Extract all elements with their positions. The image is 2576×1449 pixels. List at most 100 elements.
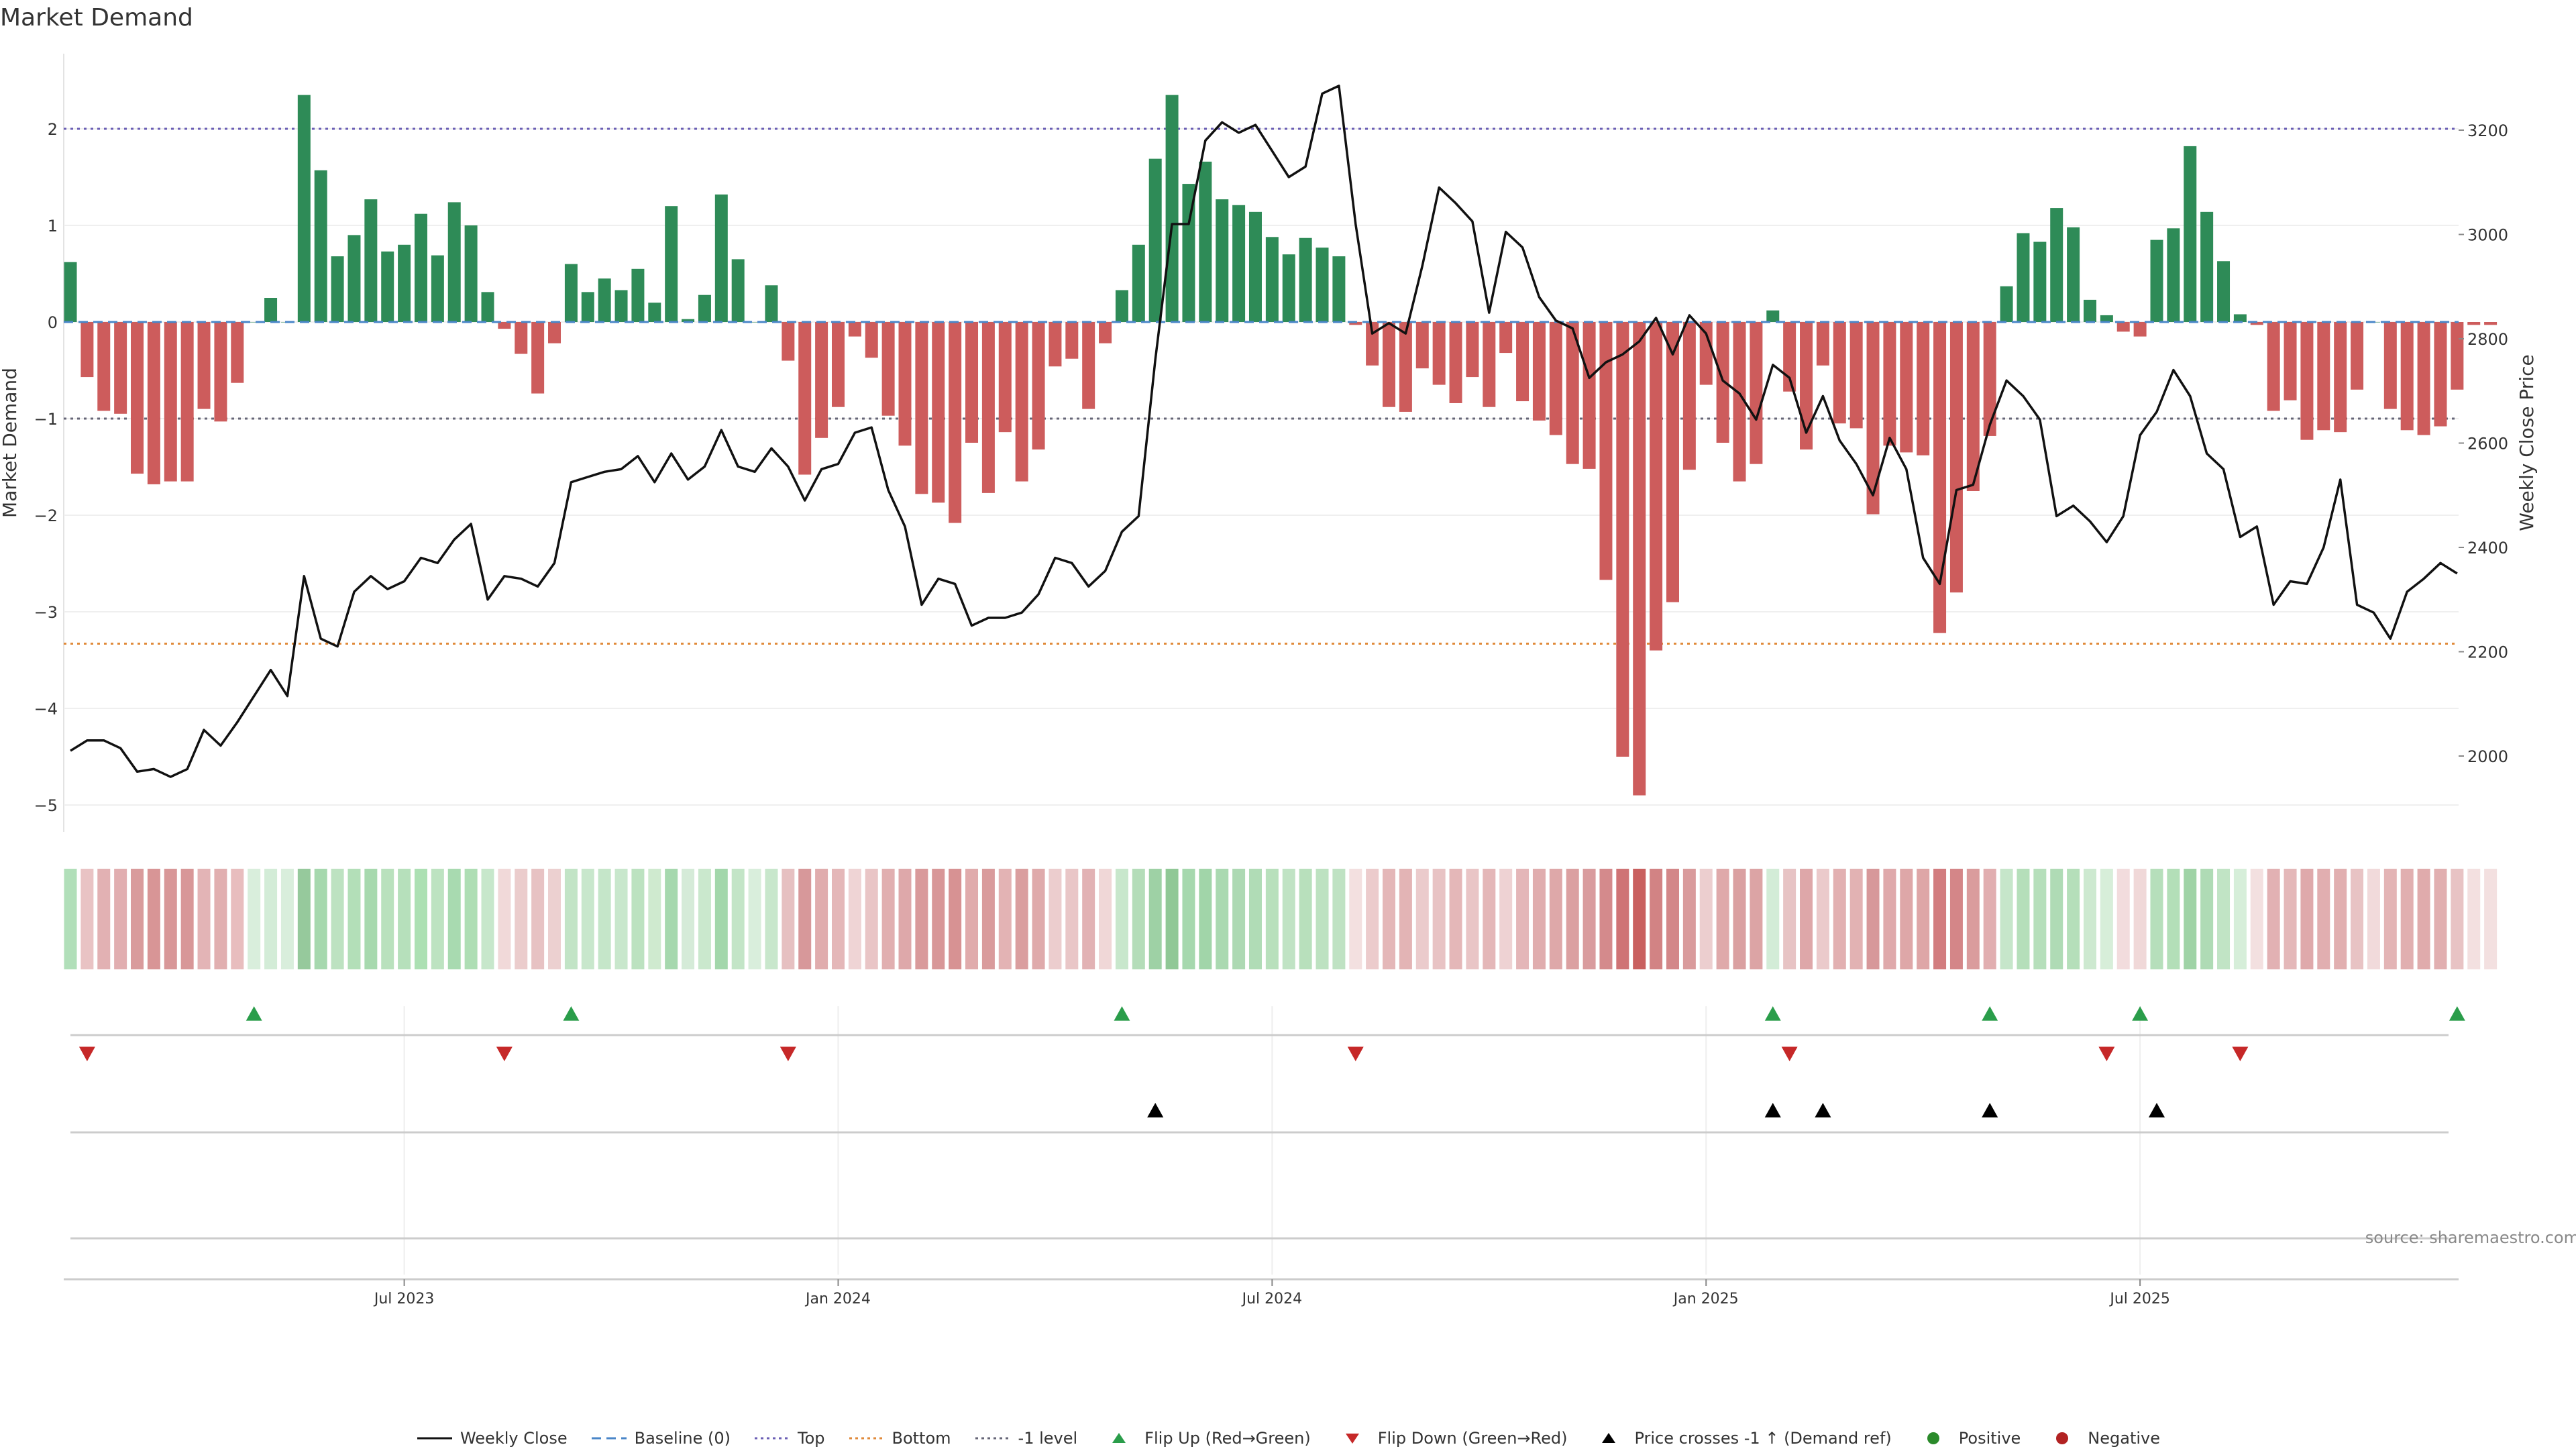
legend-circle — [1927, 1432, 1939, 1444]
demand-bar — [965, 322, 979, 443]
demand-bar — [682, 319, 695, 322]
flip-down-marker — [496, 1046, 513, 1061]
intensity-cell — [765, 869, 778, 969]
demand-bar — [765, 285, 778, 322]
y-tick-label: −1 — [34, 410, 58, 429]
intensity-cell — [1015, 869, 1028, 969]
intensity-cell — [314, 869, 327, 969]
intensity-cell — [2167, 869, 2180, 969]
demand-bar — [1816, 322, 1829, 366]
demand-bar — [1949, 322, 1963, 593]
legend-item-flip-up: Flip Up (Red→Green) — [1100, 1429, 1311, 1448]
demand-bar — [815, 322, 828, 438]
intensity-cell — [548, 869, 561, 969]
demand-bar — [131, 322, 144, 474]
legend-item-positive: Positive — [1915, 1429, 2021, 1448]
demand-bar — [1349, 322, 1362, 325]
intensity-cell — [2050, 869, 2063, 969]
flip-down-marker — [780, 1046, 796, 1061]
flip-up-marker — [1982, 1006, 1998, 1021]
intensity-cell — [97, 869, 111, 969]
flip-down-marker — [1781, 1046, 1798, 1061]
demand-bar — [114, 322, 127, 414]
demand-bar — [998, 322, 1012, 433]
intensity-cell — [1599, 869, 1613, 969]
demand-bar — [364, 199, 378, 322]
demand-bar — [2017, 233, 2030, 322]
demand-bar — [1616, 322, 1629, 757]
intensity-cell — [714, 869, 728, 969]
intensity-cell — [431, 869, 444, 969]
demand-bar — [2451, 322, 2464, 390]
intensity-cell — [1349, 869, 1362, 969]
demand-bar — [2400, 322, 2414, 431]
demand-bar — [698, 294, 711, 322]
intensity-cell — [2000, 869, 2013, 969]
demand-bar — [264, 298, 278, 322]
y2-tick-label: 2600 — [2467, 435, 2508, 453]
demand-bar — [347, 235, 361, 322]
demand-bar — [1750, 322, 1763, 464]
intensity-cell — [2033, 869, 2047, 969]
intensity-cell — [2467, 869, 2481, 969]
demand-bar — [1383, 322, 1396, 407]
price-cross-marker — [2149, 1103, 2165, 1118]
demand-bar — [314, 170, 327, 322]
price-cross-marker — [1147, 1103, 1164, 1118]
intensity-cell — [1582, 869, 1596, 969]
demand-bar — [2067, 227, 2080, 322]
chart-title: Market Demand — [0, 4, 193, 32]
demand-bar — [1833, 322, 1846, 424]
demand-bar — [2100, 315, 2113, 322]
demand-bar — [1499, 322, 1513, 354]
y-tick-label: −2 — [34, 506, 58, 525]
demand-bar — [297, 95, 311, 322]
intensity-cell — [197, 869, 211, 969]
demand-bar — [2284, 322, 2297, 400]
legend-symbol-circle — [2056, 1432, 2069, 1444]
intensity-cell — [731, 869, 745, 969]
intensity-cell — [1833, 869, 1846, 969]
demand-bar — [1115, 290, 1128, 322]
left-y-ticks: 2 1 0 −1 −2 −3 −4 −5 — [34, 120, 58, 815]
intensity-cell — [64, 869, 77, 969]
demand-bar — [731, 259, 745, 322]
intensity-cell — [464, 869, 478, 969]
weekly-close-line — [70, 85, 2458, 778]
intensity-cell — [1866, 869, 1880, 969]
demand-bar — [1733, 322, 1746, 482]
legend-symbol-dash — [591, 1437, 627, 1440]
intensity-cell — [1566, 869, 1579, 969]
legend-item-baseline: Baseline (0) — [590, 1429, 731, 1448]
demand-bar — [1316, 248, 1329, 322]
intensity-cell — [581, 869, 594, 969]
demand-bar — [2083, 299, 2096, 322]
demand-bar — [2300, 322, 2314, 440]
intensity-cell — [231, 869, 244, 969]
demand-bar — [1148, 158, 1162, 322]
demand-bar — [64, 262, 77, 322]
demand-bar — [498, 322, 511, 329]
demand-bar — [515, 322, 528, 354]
date-tick-label: Jul 2025 — [2108, 1291, 2170, 1307]
y-tick-label: −4 — [34, 700, 58, 718]
demand-bar — [1983, 322, 1996, 436]
intensity-cell — [280, 869, 294, 969]
intensity-cell — [1682, 869, 1696, 969]
demand-bar — [164, 322, 177, 482]
intensity-cell — [347, 869, 361, 969]
demand-bar — [1216, 199, 1229, 322]
legend-label: Baseline (0) — [634, 1429, 731, 1448]
intensity-cell — [481, 869, 494, 969]
date-tick-label: Jul 2023 — [373, 1291, 435, 1307]
demand-bar — [97, 322, 111, 411]
legend-symbol-circle — [1927, 1432, 1939, 1444]
intensity-cell — [2451, 869, 2464, 969]
demand-bar — [398, 244, 411, 322]
demand-bar — [598, 278, 611, 322]
y-tick-label: 2 — [48, 120, 58, 139]
demand-bar — [2434, 322, 2447, 427]
intensity-cell — [1299, 869, 1312, 969]
intensity-cell — [1316, 869, 1329, 969]
